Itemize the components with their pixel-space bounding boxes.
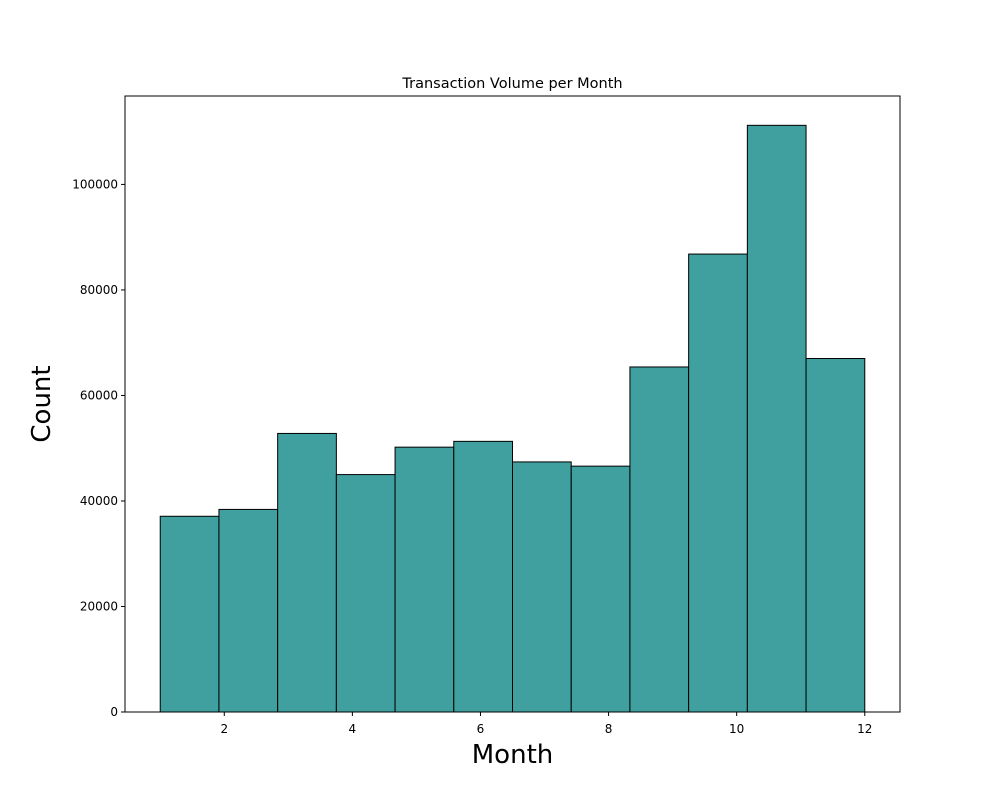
- x-tick-label: 10: [729, 722, 744, 736]
- y-tick-label: 20000: [80, 599, 118, 613]
- x-tick-label: 2: [220, 722, 228, 736]
- histogram-bar: [335, 474, 396, 713]
- y-tick-label: 0: [110, 705, 118, 719]
- histogram-bar: [218, 508, 279, 713]
- histogram-bar: [629, 366, 690, 713]
- x-axis-ticks: 2 4 6 8 10 12: [220, 712, 872, 736]
- histogram-bar: [159, 515, 220, 713]
- histogram-bar: [688, 253, 748, 713]
- histogram-bar: [805, 358, 866, 713]
- y-tick-label: 60000: [80, 388, 118, 402]
- histogram-bar: [570, 465, 631, 713]
- y-tick-label: 100000: [72, 177, 118, 191]
- plot-frame: [124, 95, 901, 713]
- y-tick-label: 80000: [80, 283, 118, 297]
- y-axis-label: Count: [27, 365, 57, 442]
- y-axis-ticks: 0 20000 40000 60000 80000 100000: [72, 177, 125, 719]
- histogram-bar: [453, 440, 513, 713]
- histogram-bar: [277, 432, 337, 713]
- histogram-bar: [512, 461, 572, 713]
- histogram-bar: [746, 124, 807, 713]
- x-tick-label: 4: [349, 722, 357, 736]
- x-axis-label: Month: [472, 740, 554, 770]
- bars-group: [159, 124, 866, 713]
- x-tick-label: 6: [477, 722, 485, 736]
- histogram-bar: [394, 446, 455, 713]
- y-tick-label: 40000: [80, 494, 118, 508]
- chart-title: Transaction Volume per Month: [401, 76, 622, 92]
- x-tick-label: 8: [605, 722, 613, 736]
- x-tick-label: 12: [857, 722, 872, 736]
